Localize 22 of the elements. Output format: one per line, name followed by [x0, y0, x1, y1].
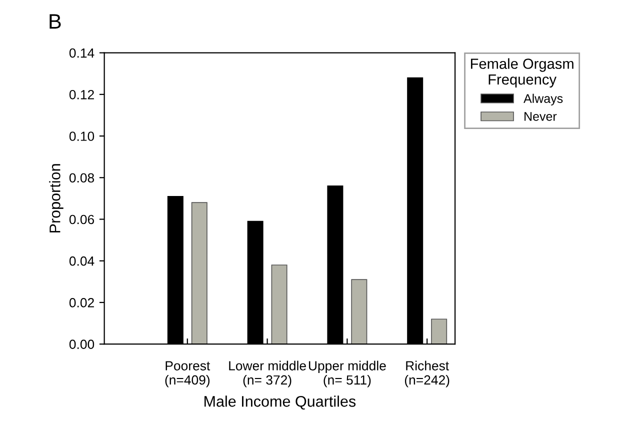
y-tick-label: 0.02 — [69, 298, 94, 308]
y-axis-title: Proportion — [49, 164, 64, 232]
y-tick-label: 0.06 — [69, 214, 94, 224]
legend-label: Always — [524, 94, 563, 106]
bar — [191, 202, 208, 344]
legend-label: Never — [524, 112, 557, 121]
x-tick-label: Lower middle (n= 372) — [229, 360, 306, 388]
bar — [271, 264, 288, 344]
y-tick-label: 0.04 — [69, 256, 94, 266]
y-tick-label: 0.12 — [69, 90, 94, 100]
y-tick-label: 0.14 — [69, 48, 94, 58]
bar — [351, 279, 368, 344]
x-tick-label: Upper middle (n= 511) — [308, 360, 386, 388]
bar — [431, 318, 448, 344]
y-tick-label: 0.00 — [69, 340, 94, 349]
y-tick-label: 0.10 — [69, 132, 94, 141]
chart-title: B — [50, 14, 61, 29]
y-tick-label: 0.08 — [69, 173, 94, 183]
x-tick-label: Richest (n=242) — [404, 360, 450, 388]
x-axis-title: Male Income Quartiles — [204, 396, 356, 410]
legend-title: Female Orgasm Frequency — [470, 58, 574, 88]
x-tick-label: Poorest (n=409) — [165, 361, 210, 388]
